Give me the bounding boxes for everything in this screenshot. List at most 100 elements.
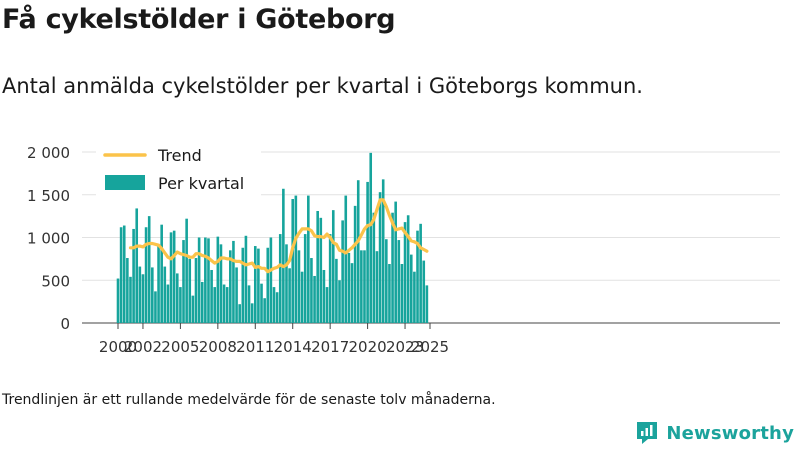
x-tick-label: 2020	[349, 338, 387, 356]
bar	[175, 273, 179, 323]
bar	[375, 251, 379, 323]
bar	[363, 250, 366, 323]
bar	[191, 295, 195, 323]
bar	[272, 287, 276, 323]
bar	[322, 269, 326, 323]
bar	[303, 234, 307, 323]
bar	[182, 240, 185, 323]
bar	[397, 240, 401, 323]
x-tick-label: 2011	[236, 338, 274, 356]
bar	[235, 267, 238, 323]
bar	[360, 250, 363, 323]
bar	[275, 292, 279, 323]
x-tick-label: 2025	[411, 338, 449, 356]
bar	[291, 199, 295, 323]
bar	[210, 269, 213, 323]
brand-logo: Newsworthy	[634, 418, 794, 448]
bar	[126, 258, 129, 323]
bar	[144, 227, 148, 323]
bar	[166, 284, 170, 323]
bar	[394, 201, 397, 323]
x-tick-label: 2002	[124, 338, 162, 356]
bar	[331, 210, 335, 323]
bar	[160, 224, 163, 323]
bar	[347, 252, 351, 323]
bar	[335, 258, 338, 323]
bar	[216, 236, 220, 323]
bar	[138, 266, 142, 323]
legend-label-trend: Trend	[157, 146, 202, 165]
legend-background	[96, 142, 261, 200]
bar	[307, 195, 310, 323]
bar	[154, 291, 157, 323]
bar	[135, 208, 139, 323]
bar	[151, 267, 154, 323]
bar	[222, 284, 226, 323]
bar	[219, 244, 223, 323]
bar	[381, 179, 385, 323]
bar	[325, 287, 329, 323]
brand-name: Newsworthy	[666, 422, 794, 444]
bar	[372, 212, 376, 323]
bar	[179, 287, 182, 323]
bar	[213, 287, 217, 323]
bar	[132, 228, 135, 323]
bar	[169, 232, 173, 323]
bar	[200, 281, 204, 323]
chart-subtitle: Antal anmälda cykelstölder per kvartal i…	[2, 74, 643, 98]
bar	[413, 271, 416, 323]
bar	[310, 258, 313, 323]
bar	[282, 188, 285, 323]
bar	[238, 304, 241, 323]
bar	[266, 247, 270, 323]
bar	[406, 215, 410, 323]
bar	[319, 217, 323, 323]
bar	[194, 258, 198, 323]
bar	[225, 287, 229, 323]
bar	[288, 268, 291, 323]
bar	[141, 274, 145, 323]
bar	[129, 276, 132, 323]
bar	[316, 210, 319, 323]
newsworthy-logo-icon	[637, 422, 658, 444]
bar	[260, 283, 263, 323]
chart-title: Få cykelstölder i Göteborg	[2, 4, 396, 35]
bar	[350, 263, 354, 323]
x-tick-label: 2005	[161, 338, 199, 356]
trend-line	[128, 198, 429, 274]
bar	[344, 195, 348, 323]
y-tick-label: 0	[60, 315, 70, 333]
bar	[356, 180, 360, 323]
bar	[388, 264, 391, 323]
bar	[338, 280, 341, 323]
bar	[147, 216, 151, 323]
bar	[172, 230, 176, 323]
bar	[232, 240, 235, 323]
y-tick-label: 1 500	[27, 187, 70, 205]
bar	[269, 237, 273, 323]
x-tick-label: 2023	[386, 338, 424, 356]
bar	[122, 225, 126, 323]
bar	[378, 192, 382, 323]
footnote: Trendlinjen är ett rullande medelvärde f…	[2, 392, 496, 408]
bar	[297, 250, 301, 323]
bar	[257, 248, 260, 323]
bar	[253, 246, 257, 323]
bar	[278, 234, 282, 323]
bar	[419, 223, 422, 323]
bar	[300, 271, 304, 323]
y-tick-label: 1 000	[27, 230, 70, 248]
bar	[369, 152, 373, 323]
x-tick-label: 2000	[99, 338, 137, 356]
x-tick-label: 2014	[274, 338, 312, 356]
x-tick-label: 2017	[311, 338, 349, 356]
bar	[366, 181, 369, 323]
legend-label-bars: Per kvartal	[158, 174, 244, 193]
bar	[385, 239, 388, 323]
bar	[263, 298, 266, 323]
bar	[422, 260, 426, 323]
bar	[116, 278, 120, 323]
bar	[163, 266, 167, 323]
bar	[403, 222, 407, 323]
